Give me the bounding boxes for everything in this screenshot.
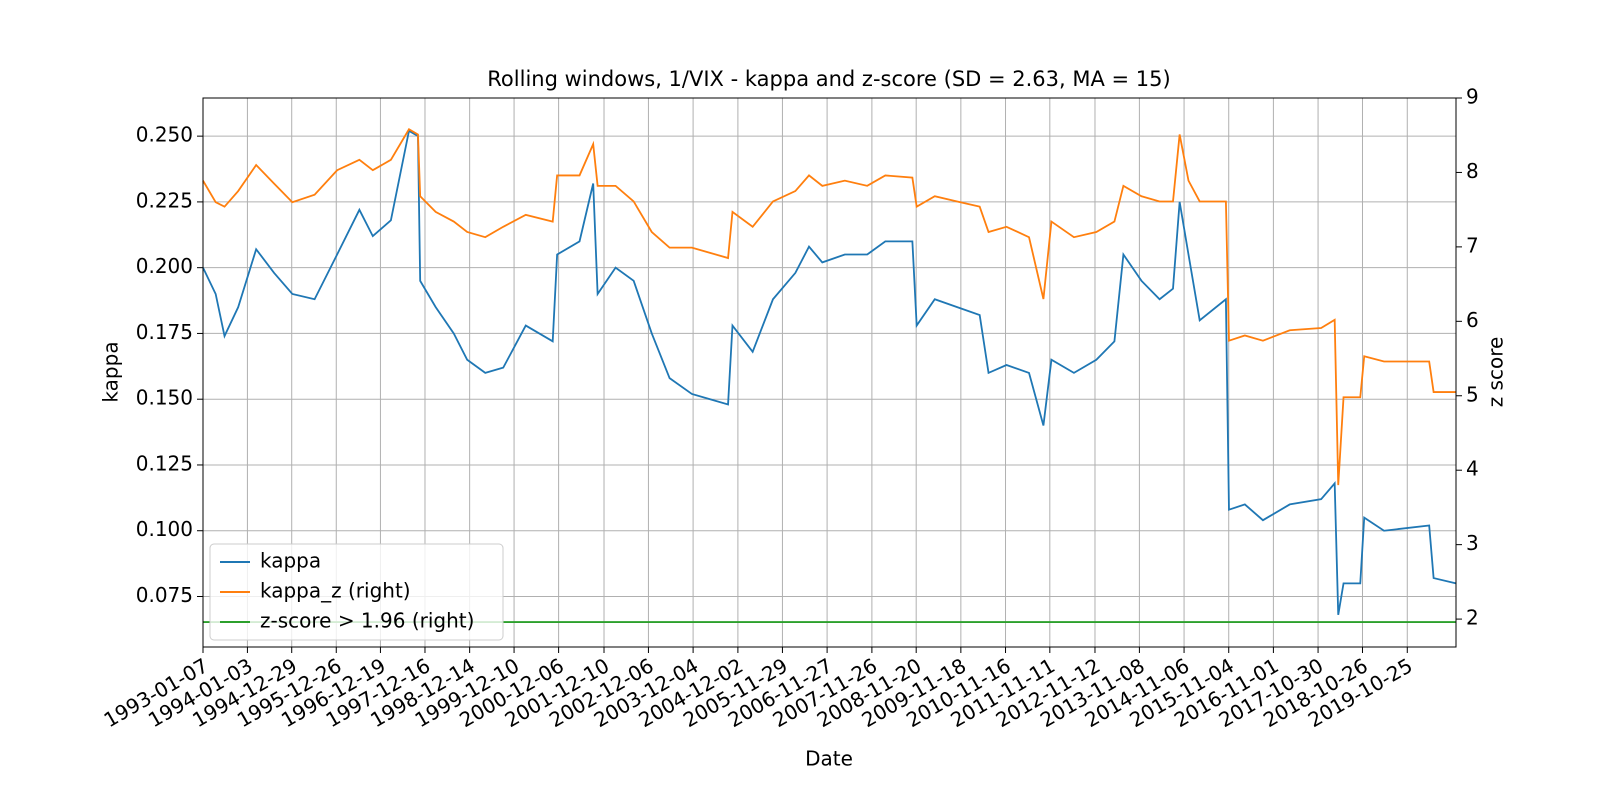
y2-tick-label: 4 [1466, 457, 1479, 481]
y-tick-label: 0.200 [136, 254, 193, 278]
y-tick-label: 0.075 [136, 583, 193, 607]
legend: kappa kappa_z (right) z-score > 1.96 (righ… [209, 543, 504, 641]
y2-tick-label: 6 [1466, 308, 1479, 332]
y-tick-label: 0.150 [136, 386, 193, 410]
legend-label: kappa [260, 549, 321, 573]
y-tick-label: 0.225 [136, 188, 193, 212]
y-tick-label: 0.100 [136, 517, 193, 541]
y2-tick-label: 5 [1466, 382, 1479, 406]
x-axis-label: Date [805, 747, 853, 771]
y2-tick-label: 8 [1466, 159, 1479, 183]
legend-box [209, 543, 504, 641]
y2-tick-label: 9 [1466, 85, 1479, 109]
y2-tick-label: 7 [1466, 233, 1479, 257]
y2-tick-label: 2 [1466, 606, 1479, 630]
y2-axis-label: z score [1484, 337, 1508, 408]
y-tick-label: 0.250 [136, 123, 193, 147]
data-line [202, 128, 1456, 486]
y-tick-label: 0.125 [136, 451, 193, 475]
legend-label: z-score > 1.96 (right) [260, 609, 474, 633]
y-axis-label: kappa [99, 341, 123, 402]
y2-tick-label: 3 [1466, 531, 1479, 555]
legend-label: kappa_z (right) [260, 579, 411, 603]
y-tick-label: 0.175 [136, 320, 193, 344]
plot-frame [202, 97, 1457, 648]
data-line [202, 129, 1457, 616]
chart-title: Rolling windows, 1/VIX - kappa and z-sco… [487, 67, 1170, 91]
